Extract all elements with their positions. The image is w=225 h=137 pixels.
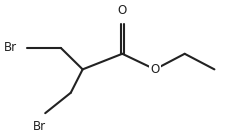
- Text: O: O: [150, 63, 159, 76]
- Text: Br: Br: [4, 41, 17, 54]
- Text: Br: Br: [32, 120, 45, 133]
- Text: O: O: [117, 4, 126, 17]
